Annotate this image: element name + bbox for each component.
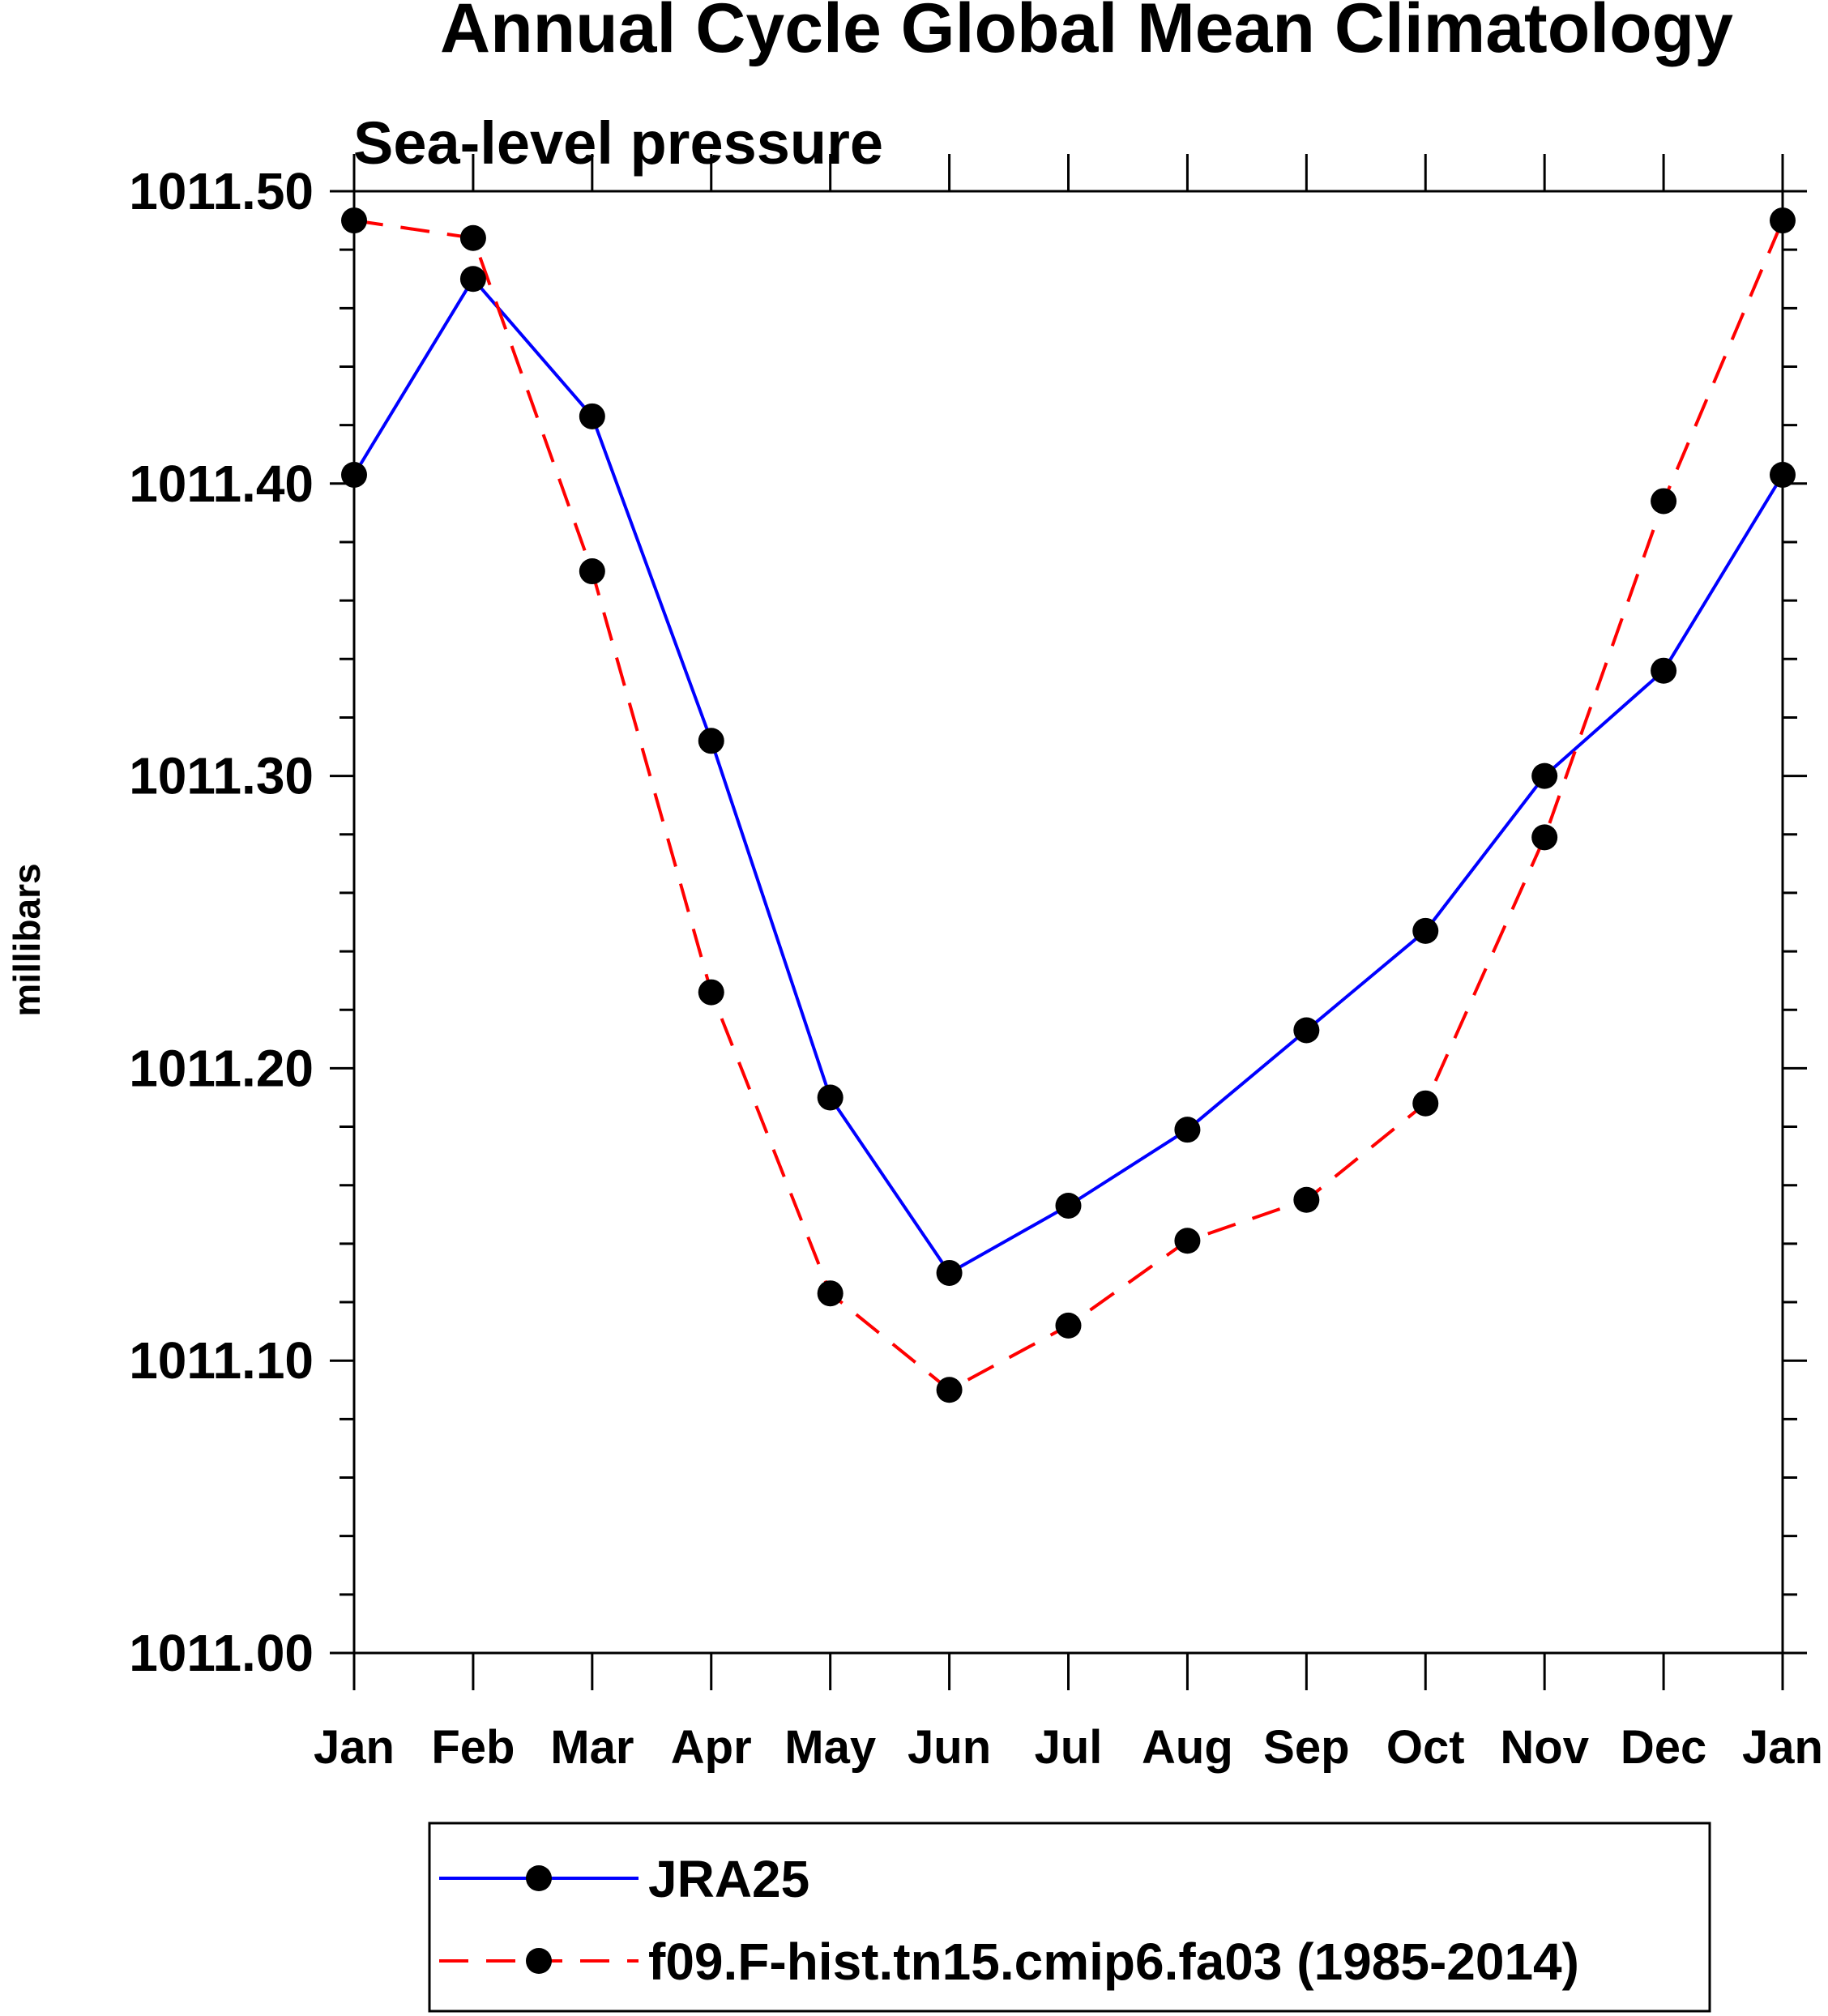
x-tick-label: Oct (1386, 1721, 1465, 1774)
plot-frame (352, 190, 1784, 1655)
data-point-jra25 (1651, 657, 1677, 684)
plot-area: 1011.00 1011.10 1011.20 1011.30 1011.40 1011.… (129, 154, 1823, 1774)
data-point-jra25 (1055, 1192, 1082, 1219)
x-tick-label: Feb (431, 1721, 515, 1774)
data-point-model (1531, 824, 1558, 851)
data-point-model (817, 1280, 844, 1307)
data-point-jra25 (1174, 1117, 1201, 1143)
data-point-jra25 (1412, 917, 1439, 944)
y-tick-label: 1011.50 (129, 162, 314, 220)
y-tick-label: 1011.00 (129, 1624, 314, 1682)
data-point-model (1174, 1228, 1201, 1254)
data-point-jra25 (698, 728, 724, 754)
data-point-model (1055, 1312, 1082, 1339)
chart-title: Annual Cycle Global Mean Climatology (440, 0, 1733, 67)
data-point-model (698, 979, 724, 1006)
legend-label-jra25: JRA25 (648, 1850, 809, 1908)
x-tick-label: Jul (1035, 1721, 1103, 1774)
x-tick-label: May (784, 1721, 876, 1774)
x-tick-label: Nov (1500, 1721, 1589, 1774)
x-tick-label: Sep (1263, 1721, 1349, 1774)
y-axis-label: millibars (6, 863, 48, 1016)
legend-label-model: f09.F-hist.tn15.cmip6.fa03 (1985-2014) (648, 1933, 1579, 1991)
data-point-jra25 (1770, 461, 1796, 488)
legend-marker-jra25 (526, 1865, 552, 1891)
chart-subtitle: Sea-level pressure (353, 109, 883, 177)
data-point-jra25 (817, 1084, 844, 1111)
x-tick-label: Jun (908, 1721, 991, 1774)
data-point-model (936, 1377, 963, 1403)
data-point-model (459, 224, 486, 251)
y-tick-label: 1011.10 (129, 1331, 314, 1390)
data-point-jra25 (1531, 762, 1558, 789)
legend: JRA25 f09.F-hist.tn15.cmip6.fa03 (1985-2… (428, 1822, 1711, 2013)
x-tick-label: Apr (671, 1721, 752, 1774)
data-point-model (579, 558, 605, 585)
data-point-model (341, 207, 367, 234)
y-tick-label: 1011.30 (129, 747, 314, 805)
series-line-jra25 (352, 277, 1784, 1275)
y-tick-label: 1011.20 (129, 1039, 314, 1097)
x-tick-label: Jan (314, 1721, 395, 1774)
x-tick-label: Dec (1621, 1721, 1706, 1774)
data-point-jra25 (936, 1259, 963, 1286)
x-tick-label: Mar (550, 1721, 634, 1774)
y-tick-label: 1011.40 (129, 455, 314, 513)
x-tick-label: Aug (1142, 1721, 1233, 1774)
legend-marker-model (526, 1948, 552, 1974)
data-point-jra25 (579, 403, 605, 429)
data-point-jra25 (341, 461, 367, 488)
data-point-model (1770, 207, 1796, 234)
data-point-jra25 (1293, 1017, 1320, 1044)
x-tick-label: Jan (1742, 1721, 1823, 1774)
legend-box (428, 1822, 1711, 2013)
data-point-model (1651, 488, 1677, 515)
data-point-jra25 (459, 266, 486, 293)
data-point-model (1293, 1186, 1320, 1213)
data-point-model (1412, 1090, 1439, 1117)
